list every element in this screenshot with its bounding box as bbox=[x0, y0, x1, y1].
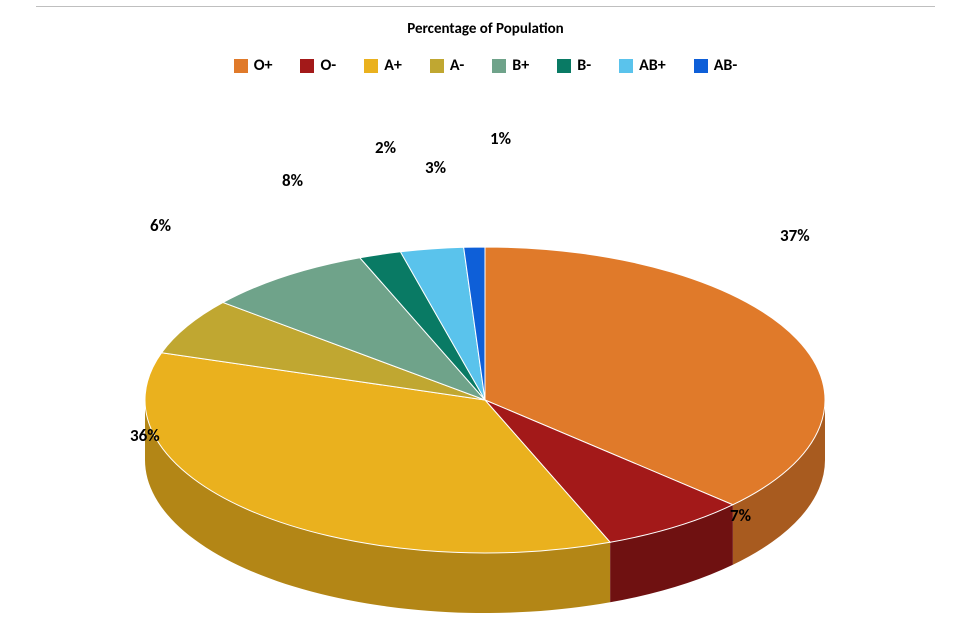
top-divider bbox=[36, 6, 935, 7]
slice-label: 3% bbox=[425, 157, 446, 178]
legend-label: O- bbox=[320, 56, 336, 75]
legend-swatch bbox=[234, 59, 248, 73]
legend-swatch bbox=[694, 59, 708, 73]
slice-label: 1% bbox=[490, 128, 511, 149]
legend-label: B- bbox=[577, 56, 591, 75]
legend-label: A- bbox=[450, 56, 464, 75]
chart-title: Percentage of Population bbox=[0, 20, 971, 38]
legend-label: AB+ bbox=[639, 56, 666, 75]
slice-label: 2% bbox=[375, 137, 396, 158]
slice-label: 37% bbox=[780, 225, 810, 246]
legend-item: A+ bbox=[364, 56, 402, 75]
legend-swatch bbox=[619, 59, 633, 73]
slice-label: 36% bbox=[130, 425, 160, 446]
slice-label: 7% bbox=[730, 505, 751, 526]
legend-item: O- bbox=[300, 56, 336, 75]
legend-item: AB- bbox=[694, 56, 738, 75]
slice-label: 8% bbox=[282, 170, 303, 191]
legend-swatch bbox=[557, 59, 571, 73]
legend-swatch bbox=[364, 59, 378, 73]
slice-label: 6% bbox=[150, 215, 171, 236]
legend-item: B+ bbox=[492, 56, 529, 75]
legend-label: O+ bbox=[254, 56, 273, 75]
legend-label: B+ bbox=[512, 56, 529, 75]
legend-item: B- bbox=[557, 56, 591, 75]
legend-item: A- bbox=[430, 56, 464, 75]
legend-swatch bbox=[492, 59, 506, 73]
pie-chart: 37% 7% 36% 6% 8% 2% 3% 1% bbox=[0, 95, 971, 625]
legend-item: O+ bbox=[234, 56, 273, 75]
legend: O+ O- A+ A- B+ B- AB+ AB- bbox=[0, 56, 971, 75]
legend-label: AB- bbox=[714, 56, 738, 75]
legend-label: A+ bbox=[384, 56, 402, 75]
legend-swatch bbox=[430, 59, 444, 73]
legend-swatch bbox=[300, 59, 314, 73]
legend-item: AB+ bbox=[619, 56, 666, 75]
